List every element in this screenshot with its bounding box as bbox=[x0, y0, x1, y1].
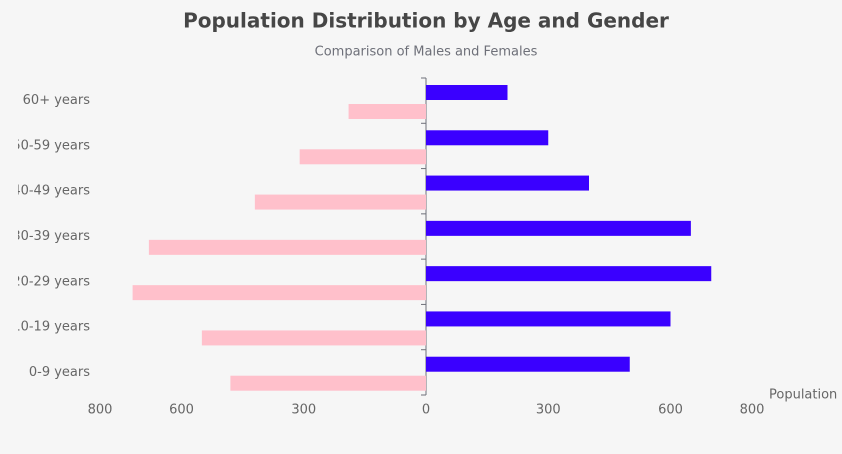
bar bbox=[426, 356, 630, 372]
y-tick-label: 60+ years bbox=[23, 93, 91, 108]
bar bbox=[254, 194, 426, 210]
bar bbox=[426, 311, 671, 327]
y-tick-label: 20-29 years bbox=[12, 274, 90, 289]
bar bbox=[426, 85, 508, 100]
x-tick-label: 800 bbox=[88, 403, 113, 418]
x-tick-label: 300 bbox=[291, 403, 316, 418]
category-labels: 0-9 years 10-19 years 20-29 years 30-39 yea… bbox=[12, 93, 91, 380]
x-axis-label: Population bbox=[769, 388, 837, 403]
bar bbox=[230, 375, 426, 391]
y-tick-label: 10-19 years bbox=[12, 320, 90, 335]
bar bbox=[426, 220, 691, 236]
x-tick-label: 600 bbox=[169, 403, 194, 418]
bar bbox=[426, 266, 712, 282]
y-tick-label: 30-39 years bbox=[12, 229, 90, 244]
y-tick-label: 0-9 years bbox=[29, 365, 90, 380]
bar bbox=[132, 285, 426, 301]
x-tick-label: 600 bbox=[658, 403, 683, 418]
chart-title: Population Distribution by Age and Gende… bbox=[183, 9, 669, 33]
x-tick-label: 300 bbox=[536, 403, 561, 418]
x-tick-label: 800 bbox=[740, 403, 765, 418]
x-tick-label: 0 bbox=[422, 403, 430, 418]
y-tick-label: 50-59 years bbox=[12, 138, 90, 153]
bar bbox=[348, 104, 426, 119]
bar bbox=[299, 149, 426, 165]
chart-subtitle: Comparison of Males and Females bbox=[315, 45, 538, 60]
bar bbox=[426, 130, 549, 146]
bar bbox=[148, 239, 426, 255]
y-tick-label: 40-49 years bbox=[12, 184, 90, 199]
bar bbox=[201, 330, 426, 346]
bar bbox=[426, 175, 589, 191]
